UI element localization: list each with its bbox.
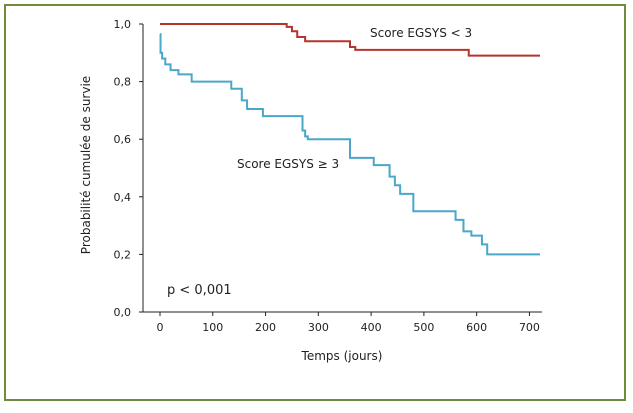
series-label-egsys-low: Score EGSYS < 3 (370, 26, 472, 40)
series-layer (159, 23, 540, 256)
y-tick-label: 0,0 (114, 306, 132, 319)
axes (142, 24, 542, 313)
y-tick-label: 0,4 (114, 191, 132, 204)
x-tick-label: 0 (157, 321, 164, 334)
x-tick-label: 600 (466, 321, 487, 334)
x-tick-label: 300 (308, 321, 329, 334)
y-tick-label: 0,6 (114, 133, 132, 146)
series-line-0 (160, 23, 540, 57)
y-tick-label: 0,8 (114, 76, 132, 89)
series-line-1 (159, 33, 540, 256)
y-axis-label: Probabilité cumulée de survie (79, 76, 93, 254)
x-tick-label: 500 (413, 321, 434, 334)
x-tick-label: 100 (202, 321, 223, 334)
ticks: 0,0 0,2 0,4 0,6 0,8 1,0 0 100 200 300 400 500 600 700 (114, 18, 540, 334)
x-tick-label: 200 (255, 321, 276, 334)
y-tick-label: 1,0 (114, 18, 132, 31)
x-axis-label: Temps (jours) (301, 349, 383, 363)
series-label-egsys-high: Score EGSYS ≥ 3 (237, 157, 339, 171)
p-value-annotation: p < 0,001 (167, 283, 232, 298)
x-tick-label: 400 (361, 321, 382, 334)
y-tick-label: 0,2 (114, 248, 132, 261)
x-tick-label: 700 (519, 321, 540, 334)
chart-frame (4, 4, 626, 401)
